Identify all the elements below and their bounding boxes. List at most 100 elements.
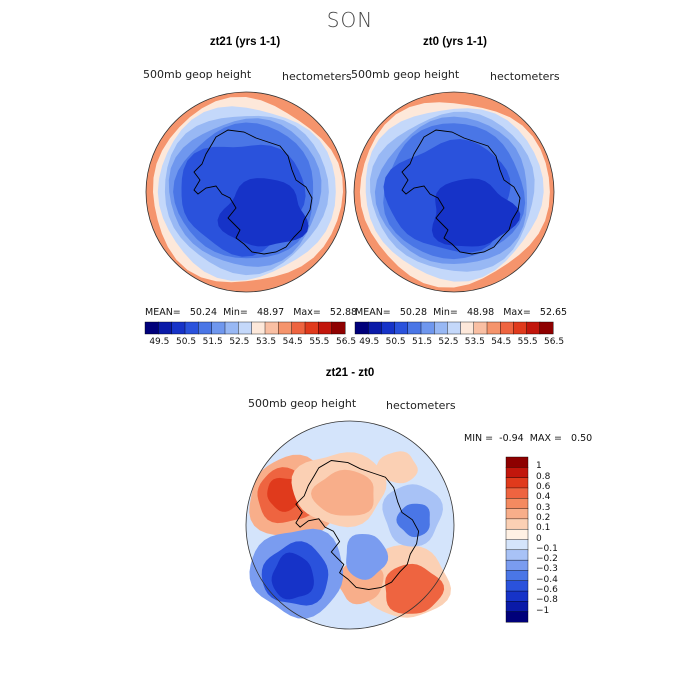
colorbar-swatch-diff	[505, 456, 529, 468]
colorbar-tick-zt0: 50.5	[385, 337, 406, 347]
min-label-zt21: Min=	[223, 307, 248, 318]
field-label-zt0: 500mb geop height	[351, 68, 460, 81]
map-rim-zt0	[353, 91, 555, 293]
map-zt21	[145, 91, 347, 293]
colorbar-tick-zt0: 55.5	[517, 337, 538, 347]
contour-blob-diff	[385, 563, 445, 614]
colorbar-tick-diff: −1	[536, 605, 550, 616]
colorbar-tick-diff: −0.1	[536, 543, 558, 554]
colorbar-swatch-zt21	[184, 321, 199, 335]
colorbar-tick-diff: 0.1	[536, 523, 551, 534]
colorbar-zt21	[144, 321, 346, 335]
colorbar-ticks-zt0: 49.5 50.5 51.5 52.5 53.5 54.5 55.5 56.5	[355, 337, 564, 349]
panel-title-zt0: zt0 (yrs 1-1)	[423, 36, 487, 48]
contour-blob-diff	[346, 534, 389, 580]
colorbar-swatch-diff	[505, 539, 529, 551]
map-zt0	[353, 91, 555, 293]
colorbar-swatch-zt0	[486, 321, 501, 335]
mean-label-zt21: MEAN=	[145, 307, 181, 318]
colorbar-tick-zt0: 51.5	[412, 337, 433, 347]
coastline-diff	[295, 460, 420, 590]
contour-blob-diff	[375, 451, 418, 484]
colorbar-tick-zt21: 50.5	[176, 337, 197, 347]
colorbar-tick-zt21: 49.5	[149, 337, 170, 347]
colorbar-tick-zt21: 51.5	[202, 337, 223, 347]
colorbar-swatch-diff	[505, 518, 529, 530]
max-label-zt0: Max=	[503, 307, 531, 318]
max-value-diff: 0.50	[571, 433, 593, 444]
colorbar-swatch-zt0	[539, 321, 554, 335]
colorbar-swatch-zt21	[224, 321, 239, 335]
contour-blob-diff	[271, 552, 314, 600]
coastline-zt0	[401, 129, 521, 255]
stats-diff: MIN = -0.94 MAX = 0.50	[464, 433, 592, 444]
colorbar-zt0	[354, 321, 554, 335]
units-label-zt21: hectometers	[282, 70, 352, 83]
colorbar-swatch-zt21	[211, 321, 226, 335]
colorbar-tick-diff: 0.2	[536, 512, 551, 523]
min-label-zt0: Min=	[433, 307, 458, 318]
stats-zt0: MEAN= 50.28 Min= 48.98 Max= 52.65	[355, 307, 567, 318]
colorbar-tick-zt0: 49.5	[359, 337, 380, 347]
colorbar-swatch-zt21	[198, 321, 213, 335]
map-rim-zt21	[145, 91, 347, 293]
colorbar-tick-diff: 0.4	[536, 492, 551, 503]
colorbar-swatch-zt0	[447, 321, 462, 335]
min-value-zt21: 48.97	[256, 307, 285, 318]
map-rim-diff	[245, 420, 455, 630]
colorbar-swatch-zt21	[331, 321, 346, 335]
min-value-diff: -0.94	[499, 433, 524, 444]
colorbar-swatch-zt0	[499, 321, 514, 335]
colorbar-tick-diff: 1	[536, 461, 542, 472]
map-diff	[245, 420, 455, 630]
max-value-zt21: 52.88	[329, 307, 358, 318]
colorbar-tick-zt21: 55.5	[309, 337, 330, 347]
colorbar-tick-diff: 0.8	[536, 471, 551, 482]
colorbar-tick-zt0: 52.5	[438, 337, 459, 347]
colorbar-swatch-zt0	[354, 321, 369, 335]
colorbar-ticks-zt21: 49.5 50.5 51.5 52.5 53.5 54.5 55.5 56.5	[145, 337, 356, 349]
colorbar-swatch-zt0	[473, 321, 488, 335]
colorbar-swatch-zt0	[407, 321, 422, 335]
max-label-zt21: Max=	[293, 307, 321, 318]
colorbar-tick-diff: −0.3	[536, 564, 558, 575]
figure-title: SON	[326, 8, 374, 32]
colorbar-swatch-diff	[505, 580, 529, 592]
colorbar-ticks-diff: 1 0.8 0.6 0.4 0.3 0.2 0.1 0 −0.1 −0.2 −0.3 −0.4 −0.6…	[536, 457, 576, 622]
coastline-zt21	[193, 129, 313, 255]
colorbar-swatch-zt21	[158, 321, 173, 335]
colorbar-tick-zt0: 54.5	[491, 337, 512, 347]
colorbar-swatch-zt21	[318, 321, 333, 335]
colorbar-tick-diff: −0.4	[536, 574, 558, 585]
panel-title-diff: zt21 - zt0	[325, 367, 375, 379]
colorbar-tick-zt21: 56.5	[336, 337, 357, 347]
colorbar-swatch-diff	[505, 570, 529, 582]
units-label-zt0: hectometers	[490, 70, 560, 83]
colorbar-tick-diff: −0.8	[536, 595, 558, 606]
colorbar-swatch-zt21	[171, 321, 186, 335]
contour-blob-diff	[311, 469, 374, 516]
colorbar-tick-zt0: 53.5	[464, 337, 485, 347]
colorbar-swatch-diff	[505, 601, 529, 613]
colorbar-swatch-zt21	[251, 321, 266, 335]
colorbar-swatch-diff	[505, 549, 529, 561]
colorbar-swatch-zt0	[367, 321, 382, 335]
colorbar-tick-zt21: 53.5	[256, 337, 277, 347]
contour-low-zt0	[431, 178, 521, 247]
colorbar-swatch-zt21	[278, 321, 293, 335]
contour-low-zt21	[217, 178, 309, 247]
colorbar-swatch-zt21	[238, 321, 253, 335]
max-label-diff: MAX =	[529, 433, 562, 444]
colorbar-swatch-zt21	[291, 321, 306, 335]
stats-zt21: MEAN= 50.24 Min= 48.97 Max= 52.88	[145, 307, 357, 318]
colorbar-swatch-diff	[505, 477, 529, 489]
min-value-zt0: 48.98	[466, 307, 495, 318]
field-label-diff: 500mb geop height	[248, 397, 357, 410]
colorbar-diff	[505, 456, 529, 623]
mean-value-zt0: 50.28	[399, 307, 428, 318]
colorbar-tick-diff: 0.6	[536, 481, 551, 492]
max-value-zt0: 52.65	[539, 307, 568, 318]
colorbar-tick-diff: 0	[536, 533, 542, 544]
colorbar-swatch-diff	[505, 498, 529, 510]
colorbar-tick-zt0: 56.5	[544, 337, 565, 347]
